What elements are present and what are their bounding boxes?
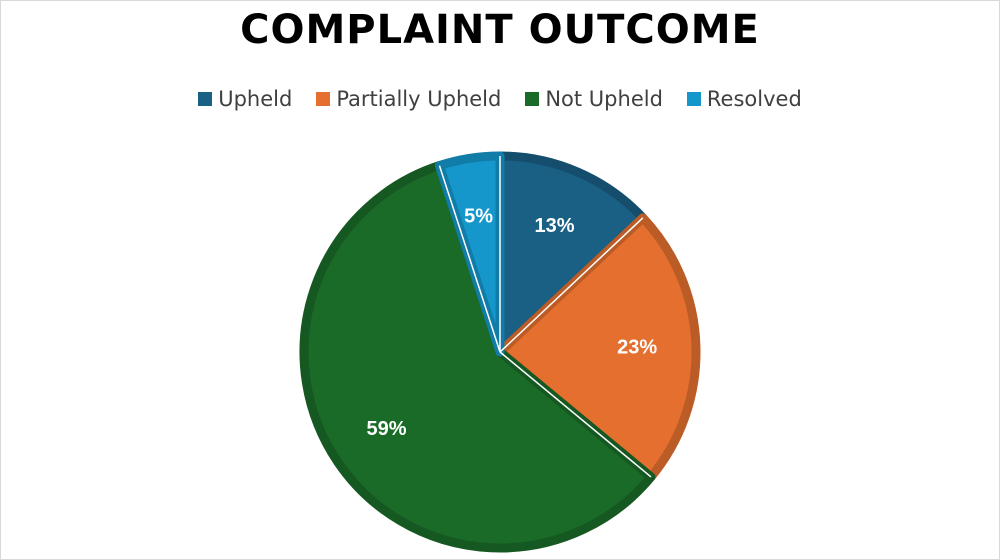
legend-label: Resolved [706, 87, 802, 111]
legend-item-upheld: Upheld [198, 86, 292, 112]
slice-separator [438, 165, 501, 353]
slice-separator [499, 351, 652, 478]
data-label-partially-upheld: 23% [617, 337, 657, 359]
slice-separator [499, 217, 644, 353]
legend-swatch [316, 92, 331, 106]
data-label-not-upheld: 59% [367, 418, 407, 440]
pie-slice-not-upheld [299, 161, 656, 553]
legend-item-partially-upheld: Partially Upheld [316, 86, 501, 112]
pie-slice-partially-upheld [495, 213, 701, 482]
legend-item-not-upheld: Not Upheld [525, 86, 663, 112]
data-label-resolved: 5% [464, 205, 493, 227]
chart-title: COMPLAINT OUTCOME [240, 7, 760, 53]
legend-label: Partially Upheld [336, 87, 502, 111]
legend-swatch [198, 92, 213, 106]
legend-swatch [686, 92, 701, 106]
pie-slice-upheld [495, 151, 648, 357]
legend-item-resolved: Resolved [686, 86, 802, 112]
legend-label: Upheld [218, 87, 293, 111]
data-label-upheld: 13% [534, 215, 574, 237]
legend-swatch [525, 92, 540, 106]
chart-legend: Upheld Partially Upheld Not Upheld Resol… [0, 86, 1000, 112]
legend-label: Not Upheld [545, 87, 663, 111]
